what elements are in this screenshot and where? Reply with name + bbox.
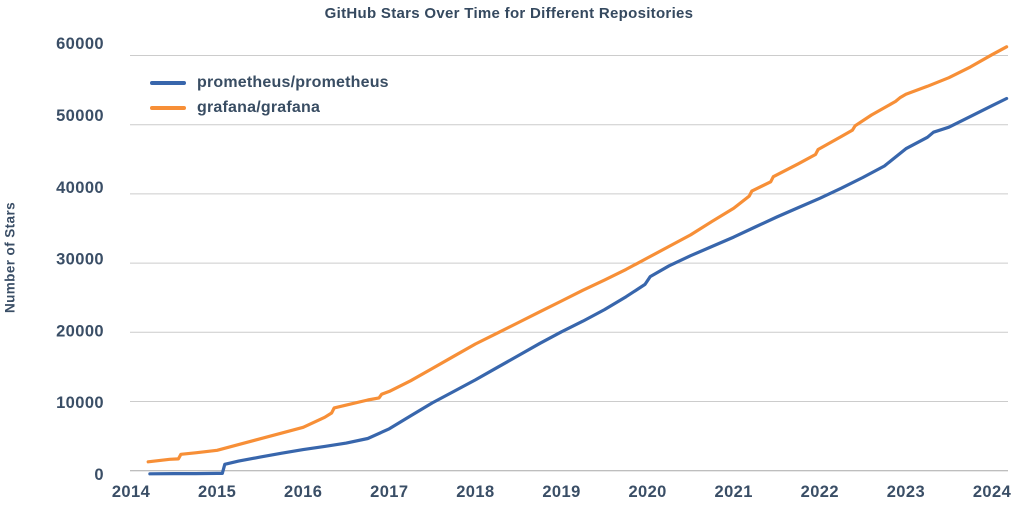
x-tick-label: 2019 <box>542 483 580 501</box>
legend-label-grafana: grafana/grafana <box>197 99 321 116</box>
y-tick-label: 0 <box>94 466 104 484</box>
x-tick-label: 2016 <box>284 483 322 501</box>
y-tick-label: 10000 <box>56 394 104 412</box>
legend-item-prometheus: prometheus/prometheus <box>150 74 389 92</box>
x-tick-label: 2024 <box>973 483 1012 501</box>
x-tick-label: 2021 <box>715 483 753 501</box>
legend-swatch-prometheus <box>150 80 186 86</box>
y-tick-label: 40000 <box>56 179 104 197</box>
chart-title: GitHub Stars Over Time for Different Rep… <box>324 5 694 22</box>
legend-item-grafana: grafana/grafana <box>150 99 389 117</box>
x-tick-label: 2014 <box>112 483 151 501</box>
x-tick-label: 2017 <box>370 483 408 501</box>
x-tick-label: 2020 <box>628 483 666 501</box>
series-line-prometheus <box>148 96 1009 476</box>
legend-label-prometheus: prometheus/prometheus <box>197 74 389 91</box>
y-tick-label: 20000 <box>56 322 104 340</box>
legend: prometheus/prometheus grafana/grafana <box>150 74 389 117</box>
y-tick-label: 50000 <box>56 107 104 125</box>
x-tick-label: 2023 <box>887 483 925 501</box>
x-tick-label: 2022 <box>801 483 839 501</box>
x-tick-label: 2018 <box>456 483 494 501</box>
y-tick-label: 30000 <box>56 251 104 269</box>
x-tick-label: 2015 <box>198 483 236 501</box>
legend-swatch-grafana <box>150 105 186 111</box>
y-tick-label: 60000 <box>56 35 104 53</box>
series-line-grafana <box>146 45 1009 464</box>
